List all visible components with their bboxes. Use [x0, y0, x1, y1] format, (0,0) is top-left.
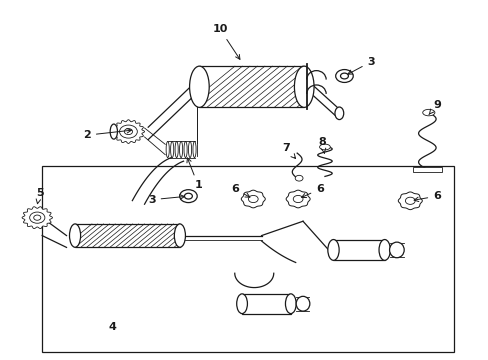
Text: 6: 6 — [413, 191, 440, 202]
Ellipse shape — [193, 141, 196, 158]
Circle shape — [30, 212, 45, 223]
Bar — [199, 66, 304, 107]
Bar — [75, 224, 180, 247]
Ellipse shape — [378, 239, 389, 260]
Ellipse shape — [170, 141, 173, 158]
Text: 2: 2 — [83, 129, 131, 140]
Ellipse shape — [294, 66, 313, 107]
Text: 6: 6 — [230, 184, 249, 197]
Ellipse shape — [389, 242, 404, 258]
Polygon shape — [112, 120, 144, 143]
Circle shape — [248, 195, 258, 203]
Ellipse shape — [175, 141, 178, 158]
Bar — [412, 167, 441, 172]
Bar — [333, 239, 384, 260]
Text: 6: 6 — [301, 184, 324, 198]
Polygon shape — [22, 207, 52, 229]
Circle shape — [405, 197, 414, 204]
Ellipse shape — [179, 141, 183, 158]
Circle shape — [340, 73, 347, 79]
Text: 7: 7 — [282, 143, 295, 158]
Ellipse shape — [188, 141, 191, 158]
Ellipse shape — [422, 109, 434, 116]
Ellipse shape — [319, 144, 330, 150]
Ellipse shape — [334, 107, 343, 120]
Bar — [242, 294, 290, 314]
Ellipse shape — [189, 66, 209, 107]
Text: 4: 4 — [109, 322, 117, 332]
Ellipse shape — [285, 294, 296, 314]
Polygon shape — [241, 190, 265, 208]
Ellipse shape — [174, 224, 185, 247]
Ellipse shape — [296, 296, 309, 311]
Ellipse shape — [110, 124, 117, 139]
Ellipse shape — [236, 294, 247, 314]
Ellipse shape — [166, 141, 169, 158]
Text: 3: 3 — [148, 195, 184, 205]
Polygon shape — [285, 190, 309, 208]
Text: 8: 8 — [318, 138, 325, 153]
Text: 10: 10 — [212, 24, 240, 59]
Circle shape — [184, 193, 192, 199]
Polygon shape — [397, 192, 422, 210]
Circle shape — [124, 129, 132, 135]
Text: 5: 5 — [36, 188, 43, 204]
Circle shape — [293, 195, 303, 203]
Circle shape — [295, 175, 303, 181]
Text: 3: 3 — [347, 57, 374, 74]
Text: 9: 9 — [428, 100, 440, 114]
Ellipse shape — [327, 239, 339, 260]
Circle shape — [120, 125, 137, 138]
Circle shape — [34, 215, 41, 220]
Circle shape — [335, 69, 352, 82]
Ellipse shape — [69, 224, 81, 247]
Ellipse shape — [183, 141, 187, 158]
Text: 1: 1 — [186, 158, 202, 190]
Circle shape — [179, 190, 197, 203]
